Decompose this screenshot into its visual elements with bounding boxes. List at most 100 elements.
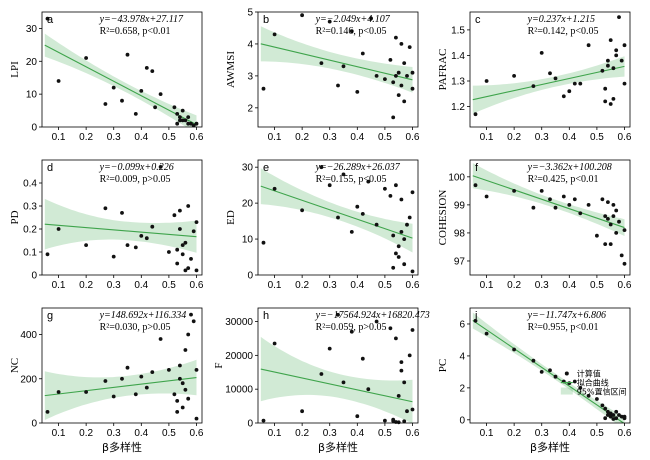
- data-point: [608, 222, 613, 227]
- data-point: [111, 394, 116, 399]
- confidence-band: [472, 312, 625, 423]
- regression-stats: R²=0.142, p<0.05: [528, 26, 599, 37]
- data-point: [150, 69, 155, 73]
- confidence-band: [260, 336, 413, 423]
- data-point: [167, 368, 171, 372]
- y-tick-label: 30: [242, 163, 254, 174]
- data-point: [603, 99, 608, 104]
- data-point: [531, 358, 536, 363]
- data-point: [355, 414, 360, 419]
- data-point: [531, 205, 536, 210]
- data-point: [120, 376, 124, 381]
- x-tick-label: 0.6: [406, 428, 420, 439]
- data-point: [194, 220, 199, 225]
- data-point: [139, 89, 144, 93]
- data-point: [180, 108, 185, 113]
- regression-equation: y=0.237x+1.215: [527, 14, 595, 25]
- data-point: [272, 32, 277, 37]
- data-point: [191, 123, 196, 128]
- data-point: [394, 336, 398, 341]
- y-tick-label: 100: [448, 172, 465, 183]
- regression-equation: y=−0.099x+0.226: [99, 162, 174, 173]
- data-point: [611, 66, 616, 71]
- plot-frame: [257, 307, 419, 424]
- data-point: [178, 115, 182, 119]
- y-tick-label: 0: [247, 419, 253, 430]
- data-point: [405, 222, 409, 227]
- data-point: [611, 214, 616, 219]
- data-point: [194, 416, 199, 421]
- confidence-band: [260, 26, 413, 93]
- data-point: [300, 409, 304, 414]
- data-point: [144, 236, 149, 241]
- data-point: [603, 242, 608, 247]
- data-point: [158, 165, 163, 169]
- data-point: [394, 183, 398, 188]
- regression-stats: R²=0.955, p<0.01: [528, 322, 599, 333]
- x-tick-label: 0.5: [590, 132, 604, 143]
- data-point: [561, 94, 566, 99]
- data-point: [175, 121, 180, 126]
- x-tick-label: 0.3: [323, 132, 337, 143]
- x-tick-label: 0.6: [190, 132, 204, 143]
- data-point: [150, 370, 155, 374]
- confidence-band: [260, 168, 413, 253]
- data-point: [553, 374, 558, 379]
- data-point: [194, 368, 199, 372]
- data-point: [178, 208, 182, 213]
- panel-i: 0.1 0.2 0.3 0.4 0.5 0.6 0 2 4 6 PC β多样性 i y=−11.747x+…: [437, 307, 632, 454]
- x-tick-label: 0.2: [79, 428, 93, 439]
- plot-frame: [469, 307, 631, 424]
- data-point: [186, 396, 191, 401]
- data-point: [614, 48, 619, 53]
- data-point: [191, 319, 196, 324]
- regression-stats: R²=0.030, p>0.05: [100, 322, 171, 333]
- data-point: [341, 380, 346, 385]
- x-tick-label: 0.3: [323, 280, 337, 291]
- data-point: [586, 393, 591, 398]
- x-tick-label: 0.6: [618, 132, 632, 143]
- data-point: [399, 360, 404, 364]
- y-tick-label: 10000: [225, 385, 253, 396]
- data-point: [567, 203, 572, 207]
- data-point: [144, 385, 149, 390]
- data-point: [84, 56, 88, 60]
- plot-frame: [41, 11, 203, 128]
- x-tick-label: 0.2: [507, 280, 521, 291]
- data-point: [586, 203, 591, 207]
- data-point: [603, 214, 608, 219]
- data-point: [614, 208, 619, 213]
- data-point: [391, 115, 396, 120]
- x-tick-label: 0.4: [562, 280, 576, 291]
- x-tick-label: 0.6: [190, 428, 204, 439]
- y-tick-label: 20000: [225, 351, 253, 362]
- y-tick-label: 1.5: [451, 25, 465, 36]
- data-point: [125, 365, 130, 370]
- x-tick-label: 0.5: [162, 428, 176, 439]
- data-point: [402, 61, 407, 65]
- data-point: [349, 29, 354, 34]
- data-point: [178, 363, 182, 368]
- data-point: [194, 268, 199, 273]
- data-point: [388, 326, 393, 331]
- y-tick-label: 1.3: [451, 77, 465, 88]
- data-point: [175, 399, 180, 403]
- data-point: [394, 74, 398, 78]
- data-point: [606, 413, 610, 417]
- data-point: [319, 61, 324, 65]
- panel-letter: i: [475, 310, 477, 322]
- data-point: [133, 112, 138, 116]
- x-tick-label: 0.4: [350, 280, 364, 291]
- data-point: [394, 251, 398, 256]
- data-point: [133, 392, 138, 397]
- data-point: [355, 90, 360, 94]
- data-point: [553, 205, 558, 210]
- data-point: [172, 105, 177, 110]
- data-point: [125, 52, 130, 57]
- data-point: [410, 70, 415, 75]
- x-tick-label: 0.4: [350, 428, 364, 439]
- data-point: [158, 337, 163, 341]
- data-point: [180, 243, 185, 248]
- data-point: [327, 346, 332, 351]
- data-point: [410, 86, 415, 91]
